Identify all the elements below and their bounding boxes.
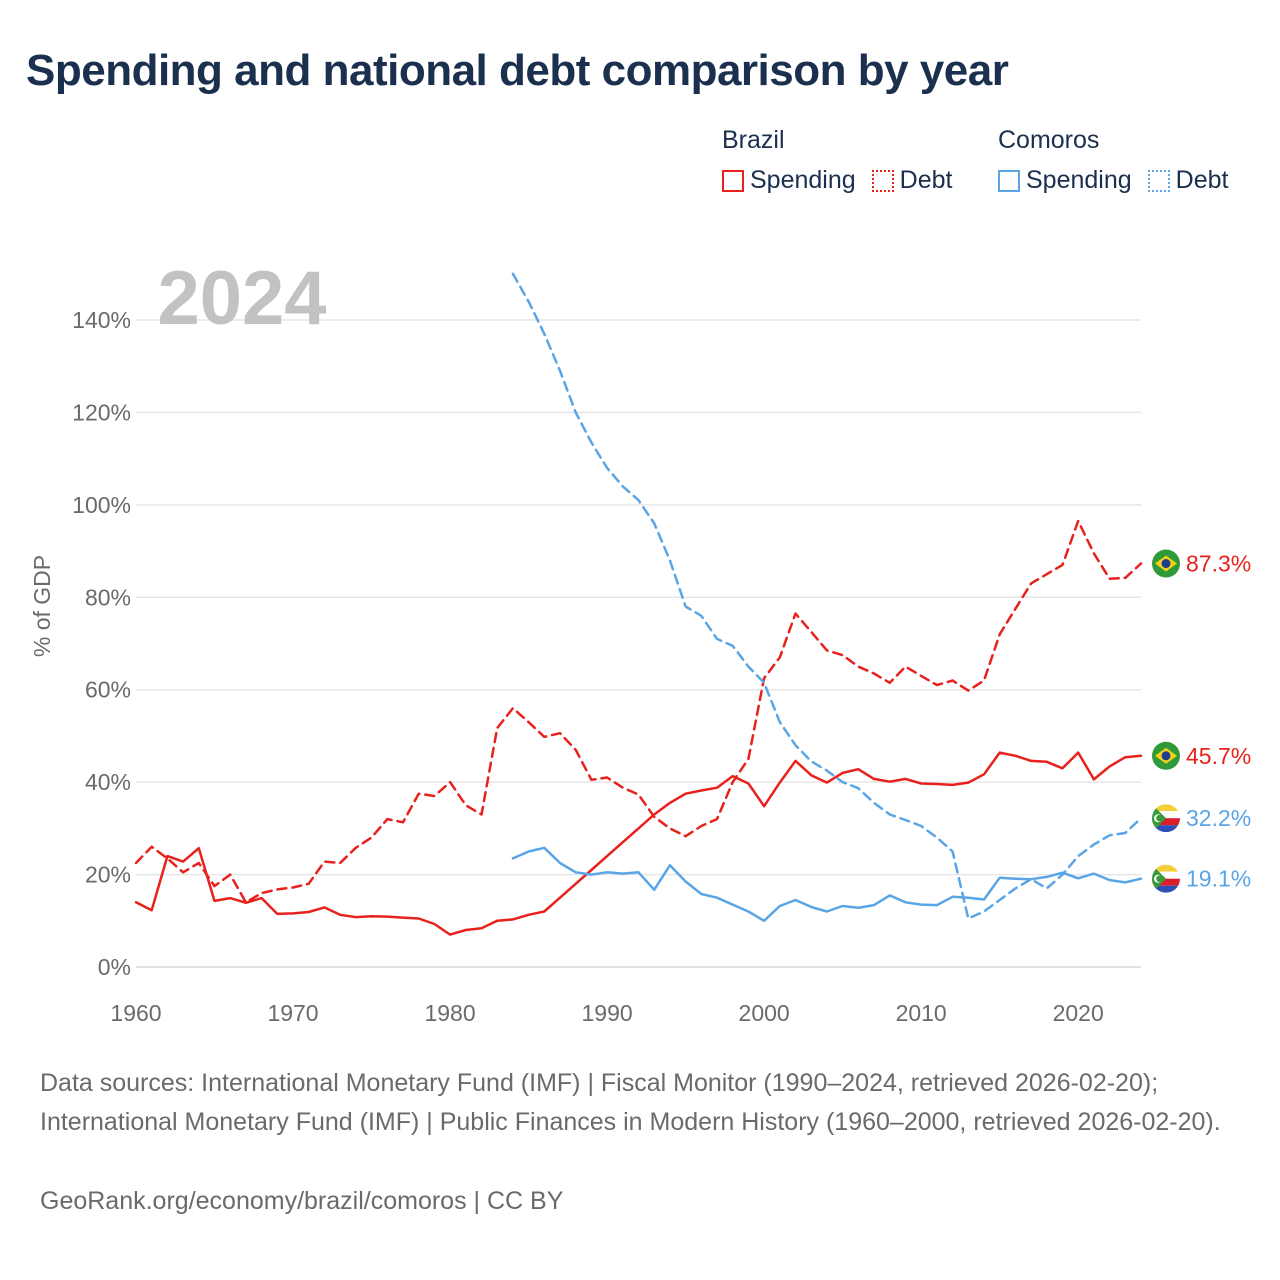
flag-globe bbox=[1161, 751, 1171, 761]
y-tick-label: 40% bbox=[85, 769, 131, 795]
legend-item-comoros-debt[interactable]: Debt bbox=[1147, 166, 1229, 195]
y-tick-label: 20% bbox=[85, 862, 131, 888]
x-tick-label: 2000 bbox=[739, 1000, 790, 1026]
legend-label: Spending bbox=[750, 166, 856, 194]
data-sources: Data sources: International Monetary Fun… bbox=[40, 1069, 1221, 1136]
brazil-debt-line bbox=[134, 519, 1143, 904]
flag-stripes bbox=[1152, 804, 1180, 833]
x-tick-label: 1970 bbox=[267, 1000, 318, 1026]
y-tick-label: 60% bbox=[85, 677, 131, 703]
credit-link[interactable]: GeoRank.org/economy/brazil/comoros | CC … bbox=[40, 1187, 564, 1215]
comoros-debt-end-label: 32.2% bbox=[1186, 805, 1251, 831]
flag-stripe-red bbox=[1152, 818, 1180, 826]
dotted-line-swatch-icon bbox=[871, 169, 894, 192]
x-tick-label: 1960 bbox=[110, 1000, 161, 1026]
comoros-spending-end-label: 19.1% bbox=[1186, 866, 1251, 892]
flag-stripe-yellow bbox=[1152, 864, 1180, 872]
x-tick-label: 2010 bbox=[896, 1000, 947, 1026]
comoros-flag-icon bbox=[1152, 864, 1180, 893]
flag-stripe-yellow bbox=[1152, 804, 1180, 812]
legend-country-comoros: Comoros bbox=[998, 126, 1100, 154]
comoros-debt-line bbox=[511, 272, 1143, 920]
legend-group-brazil: Brazil Spending Debt bbox=[722, 124, 952, 195]
legend-label: Debt bbox=[1175, 166, 1229, 194]
x-tick-label: 1980 bbox=[424, 1000, 475, 1026]
brazil-flag-icon bbox=[1152, 741, 1180, 770]
flag-crescent-cut bbox=[1156, 875, 1163, 883]
solid-line-swatch-icon bbox=[998, 169, 1020, 192]
flag-stripe-blue bbox=[1152, 885, 1180, 893]
gridlines bbox=[136, 319, 1141, 968]
y-tick-label: 140% bbox=[72, 307, 131, 333]
legend-item-brazil-debt[interactable]: Debt bbox=[871, 166, 953, 195]
flag-stripe-white bbox=[1152, 811, 1180, 819]
y-tick-label: 80% bbox=[85, 584, 131, 610]
legend-group-comoros: Comoros Spending Debt bbox=[998, 124, 1228, 195]
comoros-spending-line bbox=[511, 846, 1143, 923]
flag-globe bbox=[1161, 559, 1171, 569]
y-tick-label: 100% bbox=[72, 492, 131, 518]
end-labels: 87.3% 45.7% 32.2% 19.1% bbox=[1152, 549, 1251, 893]
legend-label: Spending bbox=[1026, 166, 1132, 194]
flag-stripe-white bbox=[1152, 871, 1180, 879]
legend-item-brazil-spending[interactable]: Spending bbox=[722, 166, 856, 195]
comoros-flag-icon bbox=[1152, 804, 1180, 833]
legend-item-comoros-spending[interactable]: Spending bbox=[998, 166, 1132, 195]
year-badge: 2024 bbox=[157, 256, 326, 341]
flag-stripe-blue bbox=[1152, 825, 1180, 833]
x-tick-label: 2020 bbox=[1053, 1000, 1104, 1026]
x-axis: 1960 1970 1980 1990 2000 2010 2020 bbox=[110, 1000, 1103, 1026]
series-lines bbox=[134, 272, 1143, 936]
brazil-flag-icon bbox=[1152, 549, 1180, 578]
y-axis: 0% 20% 40% 60% 80% 100% 120% 140% bbox=[72, 307, 131, 980]
brazil-spending-end-label: 45.7% bbox=[1186, 743, 1251, 769]
y-tick-label: 120% bbox=[72, 399, 131, 425]
flag-crescent-cut bbox=[1156, 814, 1163, 822]
legend-label: Debt bbox=[899, 166, 953, 194]
y-axis-label: % of GDP bbox=[29, 555, 55, 657]
brazil-debt-end-label: 87.3% bbox=[1186, 551, 1251, 577]
brazil-spending-line bbox=[134, 751, 1143, 936]
x-tick-label: 1990 bbox=[582, 1000, 633, 1026]
solid-line-swatch-icon bbox=[722, 169, 744, 192]
y-tick-label: 0% bbox=[98, 954, 131, 980]
line-chart: 2024 % of GDP 0% 20% 40% 60% 80% 100% 120% 140%… bbox=[29, 256, 1251, 1026]
flag-stripes bbox=[1152, 864, 1180, 893]
dotted-line-swatch-icon bbox=[1147, 169, 1170, 192]
chart-title: Spending and national debt comparison by… bbox=[26, 46, 1009, 95]
legend-country-brazil: Brazil bbox=[722, 126, 785, 154]
flag-stripe-red bbox=[1152, 878, 1180, 886]
